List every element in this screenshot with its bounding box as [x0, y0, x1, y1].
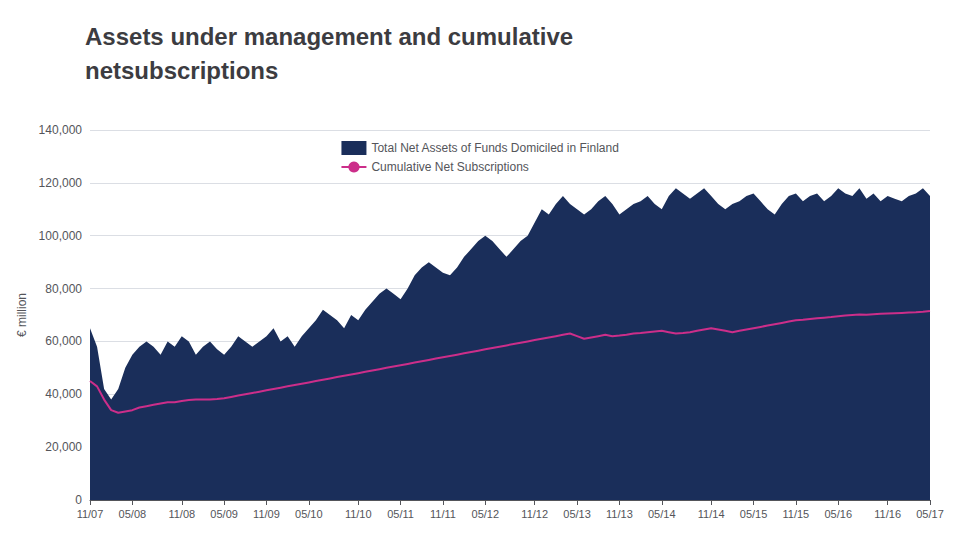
svg-text:05/09: 05/09 [210, 508, 238, 520]
svg-text:100,000: 100,000 [39, 229, 83, 243]
svg-text:11/15: 11/15 [783, 508, 810, 520]
svg-text:120,000: 120,000 [39, 176, 83, 190]
svg-text:Cumulative Net Subscriptions: Cumulative Net Subscriptions [371, 160, 528, 174]
svg-text:05/08: 05/08 [119, 508, 147, 520]
svg-text:Total Net Assets of Funds Domi: Total Net Assets of Funds Domiciled in F… [371, 141, 618, 155]
svg-text:05/13: 05/13 [563, 508, 591, 520]
svg-text:40,000: 40,000 [45, 387, 82, 401]
svg-text:Assets under management and cu: Assets under management and cumulative [85, 23, 573, 50]
svg-text:11/12: 11/12 [521, 508, 548, 520]
svg-text:11/16: 11/16 [874, 508, 901, 520]
svg-text:05/10: 05/10 [295, 508, 323, 520]
svg-text:11/07: 11/07 [77, 508, 104, 520]
svg-text:05/14: 05/14 [648, 508, 676, 520]
svg-text:05/12: 05/12 [472, 508, 500, 520]
svg-text:11/08: 11/08 [168, 508, 195, 520]
svg-text:05/11: 05/11 [387, 508, 414, 520]
svg-text:0: 0 [75, 493, 82, 507]
svg-text:11/10: 11/10 [345, 508, 372, 520]
svg-text:11/13: 11/13 [606, 508, 633, 520]
svg-text:11/09: 11/09 [253, 508, 280, 520]
svg-text:11/11: 11/11 [430, 508, 456, 520]
svg-text:11/14: 11/14 [698, 508, 725, 520]
svg-text:05/15: 05/15 [740, 508, 768, 520]
svg-text:05/17: 05/17 [916, 508, 944, 520]
svg-text:60,000: 60,000 [45, 334, 82, 348]
svg-text:netsubscriptions: netsubscriptions [85, 57, 278, 84]
svg-text:140,000: 140,000 [39, 123, 83, 137]
svg-text:80,000: 80,000 [45, 282, 82, 296]
svg-text:20,000: 20,000 [45, 440, 82, 454]
svg-text:05/16: 05/16 [824, 508, 852, 520]
svg-text:€ million: € million [15, 293, 29, 337]
